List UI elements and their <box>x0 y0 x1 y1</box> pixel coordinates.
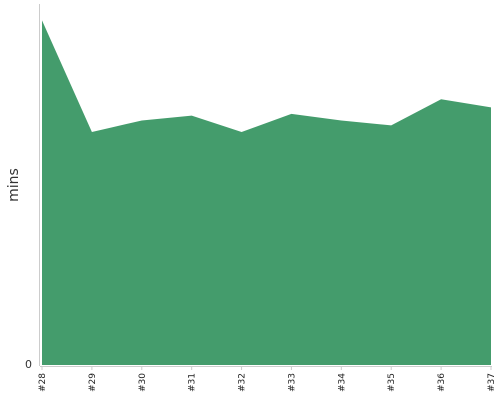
data-point-36 <box>438 96 444 102</box>
x-tick-label: #31 <box>188 373 198 392</box>
x-tick-label: #30 <box>138 373 148 392</box>
data-point-37 <box>488 104 494 110</box>
x-tick-label: #36 <box>437 373 447 392</box>
x-tick-label: #34 <box>337 373 347 392</box>
x-tick-labels: #28 #29 #30 #31 #32 #33 #34 #35 #36 #37 <box>38 366 497 392</box>
area-series-layer <box>42 20 494 366</box>
x-tick-label: #29 <box>88 373 98 392</box>
x-tick-label: #35 <box>387 373 397 392</box>
data-point-34 <box>338 118 344 124</box>
data-point-32 <box>239 129 245 135</box>
x-tick-label: #33 <box>287 373 297 392</box>
data-point-30 <box>139 118 145 124</box>
area-series-0 <box>42 20 491 366</box>
x-tick-label: #28 <box>38 373 48 392</box>
data-point-29 <box>89 129 95 135</box>
x-tick-label: #37 <box>487 373 497 392</box>
y-axis-label: mins <box>6 168 22 202</box>
x-tick-label: #32 <box>238 373 248 392</box>
y-tick-labels: 0 <box>25 358 32 371</box>
data-point-31 <box>189 113 195 119</box>
data-point-35 <box>388 122 394 128</box>
y-tick-label: 0 <box>25 358 32 371</box>
data-point-33 <box>288 111 294 117</box>
